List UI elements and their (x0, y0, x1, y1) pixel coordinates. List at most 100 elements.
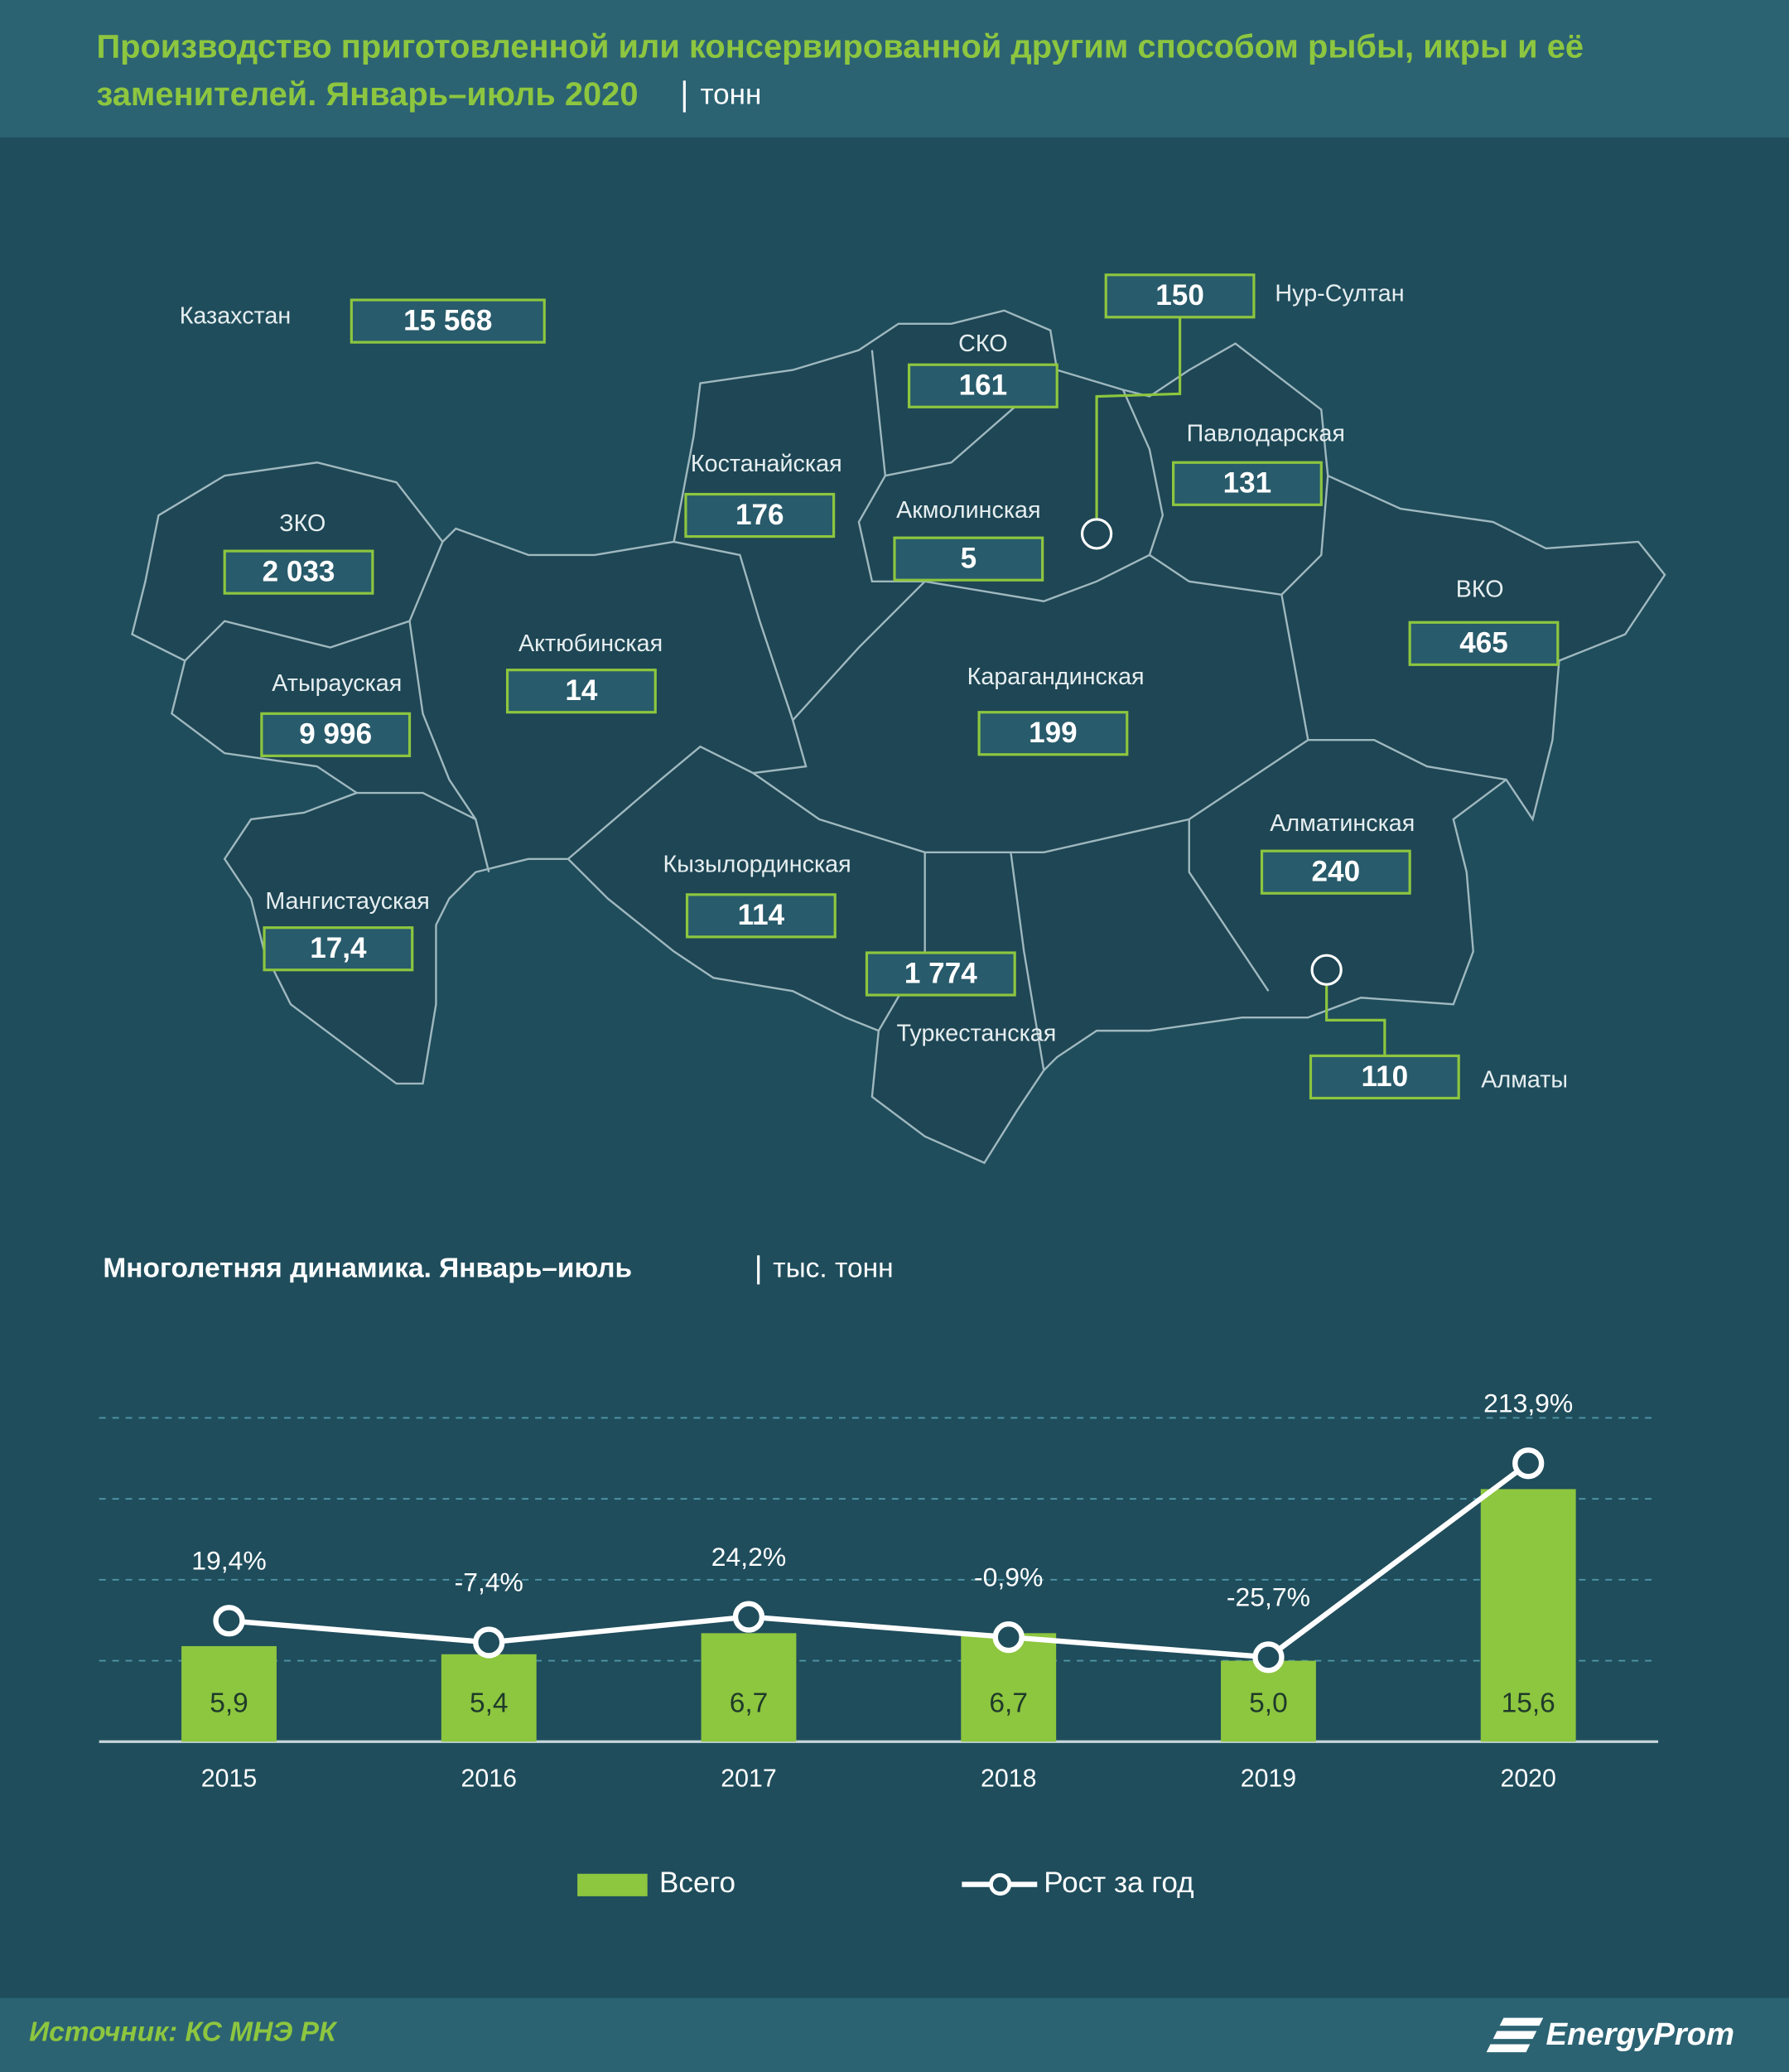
value-box (685, 893, 837, 939)
bar-value-label: 5,4 (470, 1688, 509, 1718)
value-label: 14 (565, 674, 598, 707)
source: Источник: КС МНЭ РК (29, 2017, 338, 2048)
value-label: 465 (1459, 627, 1508, 659)
value-label: 176 (735, 499, 784, 531)
header-band (0, 0, 1789, 138)
growth-label: -25,7% (1227, 1582, 1310, 1612)
growth-point (1512, 1447, 1545, 1480)
legend-label: Всего (659, 1867, 735, 1899)
bar (1480, 1489, 1576, 1742)
map (131, 309, 1666, 1165)
region-name: Нур-Султан (1275, 280, 1404, 307)
legend-swatch (577, 1873, 648, 1896)
region-name: ВКО (1456, 577, 1504, 603)
value-label: 1 774 (904, 957, 977, 989)
region-border (1121, 389, 1165, 556)
region-border (857, 350, 925, 583)
bar-value-label: 6,7 (989, 1688, 1028, 1718)
value-label: 9 996 (299, 718, 372, 751)
bar-value-label: 5,0 (1249, 1688, 1288, 1718)
value-box (263, 926, 414, 972)
brand: EnergyProm (1545, 2016, 1734, 2052)
value-box (893, 536, 1044, 582)
region-name: Актюбинская (518, 630, 663, 657)
x-tick-label: 2017 (721, 1765, 776, 1793)
bar (181, 1645, 277, 1742)
value-box (1260, 849, 1411, 895)
growth-label: -7,4% (455, 1567, 523, 1597)
value-box (260, 712, 412, 757)
value-label: 15 568 (403, 304, 492, 336)
growth-point (1252, 1641, 1285, 1674)
brand-logo: EnergyProm (1486, 2016, 1734, 2053)
bar (1221, 1660, 1316, 1742)
growth-label: 19,4% (191, 1546, 266, 1576)
connector (1325, 985, 1386, 1055)
bar (441, 1654, 537, 1742)
x-tick-label: 2019 (1241, 1765, 1296, 1793)
footer-band (0, 1997, 1789, 2072)
value-box (350, 298, 546, 344)
region-name: Атырауская (272, 670, 402, 697)
growth-label: 24,2% (711, 1542, 786, 1572)
growth-point (732, 1601, 765, 1633)
city-marker (1310, 954, 1343, 986)
legend-swatch (989, 1872, 1012, 1896)
value-label: 240 (1312, 856, 1361, 888)
growth-point (992, 1620, 1025, 1654)
region-name: Алматинская (1270, 810, 1415, 837)
value-box (1172, 461, 1323, 506)
value-box (223, 549, 374, 595)
region-name: Кызылординская (663, 851, 851, 877)
growth-line (229, 1461, 1531, 1660)
value-label: 110 (1362, 1060, 1409, 1093)
region-name: Туркестанская (897, 1020, 1057, 1046)
x-tick-label: 2015 (201, 1765, 257, 1793)
value-box (1309, 1054, 1460, 1100)
region-border (1010, 852, 1045, 1071)
region-name: СКО (958, 331, 1007, 357)
value-label: 2 033 (263, 556, 335, 588)
growth-label: -0,9% (974, 1562, 1043, 1591)
region-border (792, 553, 1507, 781)
country-outline (131, 309, 1666, 1165)
value-label: 5 (961, 543, 977, 575)
value-box (684, 492, 836, 539)
value-box (865, 951, 1016, 997)
value-label: 114 (738, 899, 785, 931)
value-box (907, 363, 1058, 408)
growth-point (473, 1626, 505, 1659)
region-name: Алматы (1481, 1066, 1568, 1093)
region-border (184, 541, 444, 662)
value-label: 161 (959, 369, 1008, 402)
bar-value-label: 5,9 (210, 1688, 248, 1718)
chart-title: Многолетняя динамика. Январь–июль (103, 1253, 632, 1284)
region-border (1188, 819, 1270, 992)
bar-value-label: 6,7 (730, 1688, 769, 1718)
connector (1095, 316, 1182, 519)
region-name: ЗКО (279, 510, 325, 537)
region-border (356, 791, 476, 820)
growth-label: 213,9% (1483, 1389, 1573, 1418)
region-name: Акмолинская (896, 497, 1040, 524)
region-border (1280, 476, 1329, 596)
region-name: Павлодарская (1187, 420, 1345, 447)
growth-point (213, 1605, 245, 1637)
title-line: Производство приготовленной или консерви… (96, 29, 1584, 65)
logo-icon (1486, 2017, 1544, 2053)
region-name: Карагандинская (967, 664, 1145, 690)
value-box (1408, 621, 1560, 666)
bar (701, 1633, 797, 1742)
x-tick-label: 2020 (1500, 1765, 1555, 1793)
title-unit: тонн (700, 79, 761, 111)
value-label: 199 (1029, 717, 1078, 749)
region-border (752, 739, 1309, 853)
value-box (505, 669, 657, 714)
region-name: Костанайская (691, 451, 842, 477)
city-marker (1080, 518, 1113, 550)
value-box (977, 711, 1129, 756)
title-line: заменителей. Январь–июль 2020 (96, 76, 638, 113)
legend-label: Рост за год (1044, 1867, 1193, 1899)
